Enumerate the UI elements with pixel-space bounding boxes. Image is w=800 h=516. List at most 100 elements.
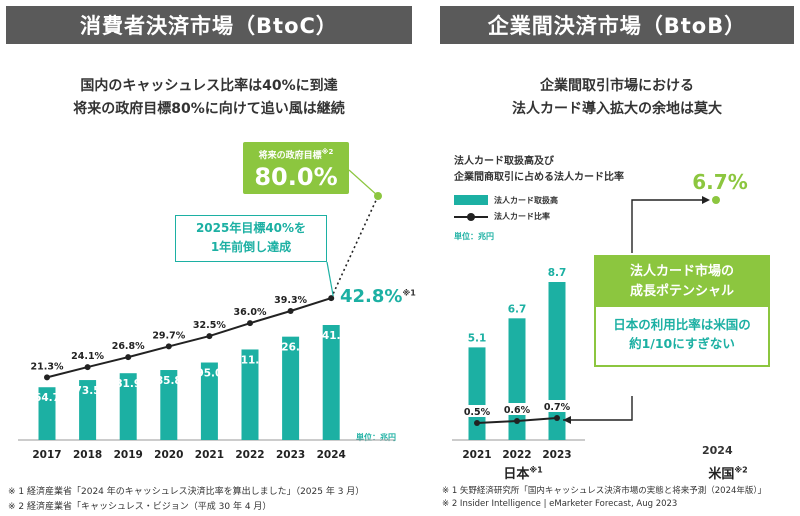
btob-comparison-arrow-lower xyxy=(563,396,633,421)
btob-footnote-2: ※ 2 Insider Intelligence | eMarketer For… xyxy=(442,499,678,509)
btoc-bar-2017 xyxy=(38,387,56,440)
btoc-achievement-connector xyxy=(326,261,334,297)
legend-line-label: 法人カード比率 xyxy=(494,212,550,221)
potential-line-1: 法人カード市場の xyxy=(629,264,734,279)
btob-tick-2022: 2022 xyxy=(502,449,531,461)
btoc-header: 消費者決済市場（BtoC） xyxy=(6,6,412,44)
btoc-ratio-point-2022 xyxy=(247,320,253,327)
btob-us-point xyxy=(712,196,720,204)
btoc-target-connector xyxy=(348,169,379,197)
btob-footnote-1: ※ 1 矢野経済研究所「国内キャッシュレス決済市場の実態と将来予測（2024年版… xyxy=(442,486,767,496)
btoc-bar-label-2024: 141.0 xyxy=(315,330,348,342)
btoc-bar-2022 xyxy=(241,349,259,440)
btoc-ratio-label-2020: 29.7% xyxy=(152,330,185,341)
btob-ratio-label-bg-2022 xyxy=(503,403,531,415)
ratio-2024-highlight: 42.8%※1 xyxy=(340,286,420,307)
btoc-ratio-point-2021 xyxy=(206,333,213,340)
legend-bar-swatch xyxy=(454,195,488,205)
btoc-tick-2021: 2021 xyxy=(195,449,224,461)
btoc-bar-label-2018: 73.5 xyxy=(75,385,101,397)
ratio-line-1: 日本の利用比率は米国の xyxy=(613,317,751,332)
btob-bar-2021 xyxy=(468,347,486,440)
japan-footnote-mark: ※1 xyxy=(529,465,543,475)
btoc-bar-label-2023: 126.7 xyxy=(274,342,307,354)
btoc-ratio-point-2018 xyxy=(84,364,91,371)
goal-value: 80.0% xyxy=(254,163,338,191)
btob-header: 企業間決済市場（BtoB） xyxy=(440,6,794,44)
btoc-tick-2018: 2018 xyxy=(73,449,102,461)
btoc-tick-2024: 2024 xyxy=(317,449,346,461)
btoc-ratio-point-2020 xyxy=(165,343,172,350)
btoc-bar-label-2019: 81.9 xyxy=(115,378,141,390)
btoc-ratio-line xyxy=(46,297,332,379)
btoc-tick-2019: 2019 xyxy=(114,449,143,461)
btob-ratio-label-bg-2023 xyxy=(543,400,571,412)
btob-comparison-arrowhead-left xyxy=(563,416,571,424)
growth-potential-box: 法人カード市場の 成長ポテンシャル 日本の利用比率は米国の 約1/10にすぎない xyxy=(594,255,770,367)
btoc-footnote-2: ※ 2 経済産業省「キャッシュレス・ビジョン（平成 30 年 4 月） xyxy=(8,502,272,512)
btob-bar-label-2021: 5.1 xyxy=(468,332,487,344)
btob-subtitle-line-1: 企業間取引市場における xyxy=(540,78,694,94)
btoc-bar-label-2017: 64.7 xyxy=(34,392,60,404)
btoc-subtitle-line-2: 将来の政府目標80%に向けて追い風は継続 xyxy=(73,101,345,117)
btoc-bar-2021 xyxy=(200,362,218,440)
btob-bar-label-2022: 6.7 xyxy=(508,303,527,315)
achievement-box: 2025年目標40%を 1年前倒し達成 xyxy=(175,215,327,262)
ratio-comparison-text: 日本の利用比率は米国の 約1/10にすぎない xyxy=(596,307,768,353)
btob-ratio-label-2022: 0.6% xyxy=(504,405,531,416)
btob-ratio-point-2023 xyxy=(554,415,560,421)
btoc-ratio-label-2019: 26.8% xyxy=(112,341,145,352)
btob-ratio-label-2023: 0.7% xyxy=(544,402,571,413)
legend-bar-label: 法人カード取扱高 xyxy=(494,196,558,205)
legend-line-dot xyxy=(467,213,475,221)
btob-subtitle-line-2: 法人カード導入拡大の余地は莫大 xyxy=(512,101,722,117)
btob-comparison-arrow-upper xyxy=(631,199,706,253)
goal-footnote-mark: ※2 xyxy=(321,148,334,156)
btoc-tick-2022: 2022 xyxy=(235,449,264,461)
growth-potential-title: 法人カード市場の 成長ポテンシャル xyxy=(596,257,768,307)
btoc-tick-2020: 2020 xyxy=(154,449,183,461)
achievement-line-2: 1年前倒し達成 xyxy=(210,240,292,254)
btoc-tick-2023: 2023 xyxy=(276,449,305,461)
btob-ratio-point-2022 xyxy=(514,418,520,424)
btoc-bar-2019 xyxy=(119,373,137,440)
btob-ratio-label-2021: 0.5% xyxy=(464,407,491,418)
japan-label: 日本 xyxy=(503,467,530,482)
btoc-ratio-label-2018: 24.1% xyxy=(71,351,104,362)
btoc-ratio-label-2022: 36.0% xyxy=(234,307,267,318)
btob-comparison-arrowhead-right xyxy=(702,196,710,204)
achievement-line-1: 2025年目標40%を xyxy=(195,221,307,235)
btoc-ratio-label-2023: 39.3% xyxy=(274,295,307,306)
government-goal-box: 将来の政府目標※2 80.0% xyxy=(243,142,349,194)
btoc-bar-label-2022: 111.0 xyxy=(233,354,266,366)
ratio-2024-footnote-mark: ※1 xyxy=(402,288,416,298)
btoc-ratio-point-2019 xyxy=(125,354,132,361)
japan-region-label: 日本※1 xyxy=(478,463,568,482)
goal-label: 将来の政府目標 xyxy=(258,151,322,161)
us-footnote-mark: ※2 xyxy=(734,465,748,475)
potential-line-2: 成長ポテンシャル xyxy=(629,284,734,299)
btoc-target-dotted-line xyxy=(330,195,379,299)
us-ratio-value: 6.7% xyxy=(692,170,748,194)
ratio-line-2: 約1/10にすぎない xyxy=(629,336,735,351)
btoc-bar-2023 xyxy=(282,336,300,440)
btoc-ratio-label-2017: 21.3% xyxy=(31,361,64,372)
btob-chart-title-1: 法人カード取扱高及び xyxy=(454,156,554,167)
btoc-ratio-point-2017 xyxy=(44,374,50,381)
btoc-bar-2024 xyxy=(322,325,340,440)
us-year-label: 2024 xyxy=(702,444,733,457)
us-region-label: 米国※2 xyxy=(688,463,768,482)
ratio-2024-value: 42.8% xyxy=(340,286,403,307)
btoc-footnote-1: ※ 1 経済産業省「2024 年のキャッシュレス決済比率を算出しました」（202… xyxy=(8,487,365,497)
btoc-bar-label-2021: 95.0 xyxy=(196,368,222,380)
btoc-unit-label: 単位：兆円 xyxy=(356,433,396,442)
btoc-ratio-label-2021: 32.5% xyxy=(193,320,226,331)
btoc-bar-label-2020: 85.8 xyxy=(156,375,182,387)
btob-unit-label: 単位：兆円 xyxy=(454,232,494,241)
btoc-subtitle-line-1: 国内のキャッシュレス比率は40%に到達 xyxy=(80,78,338,94)
btob-tick-2023: 2023 xyxy=(542,449,571,461)
btoc-bar-2020 xyxy=(160,370,178,440)
btoc-bar-2018 xyxy=(79,380,97,440)
us-label: 米国 xyxy=(708,467,735,482)
